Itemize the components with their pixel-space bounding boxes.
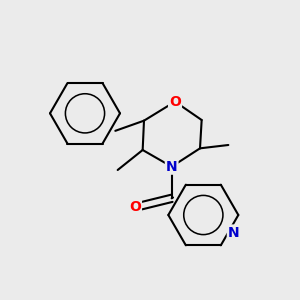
- Text: N: N: [166, 160, 178, 174]
- Text: O: O: [169, 95, 181, 109]
- Text: N: N: [228, 226, 239, 239]
- Text: O: O: [129, 200, 141, 214]
